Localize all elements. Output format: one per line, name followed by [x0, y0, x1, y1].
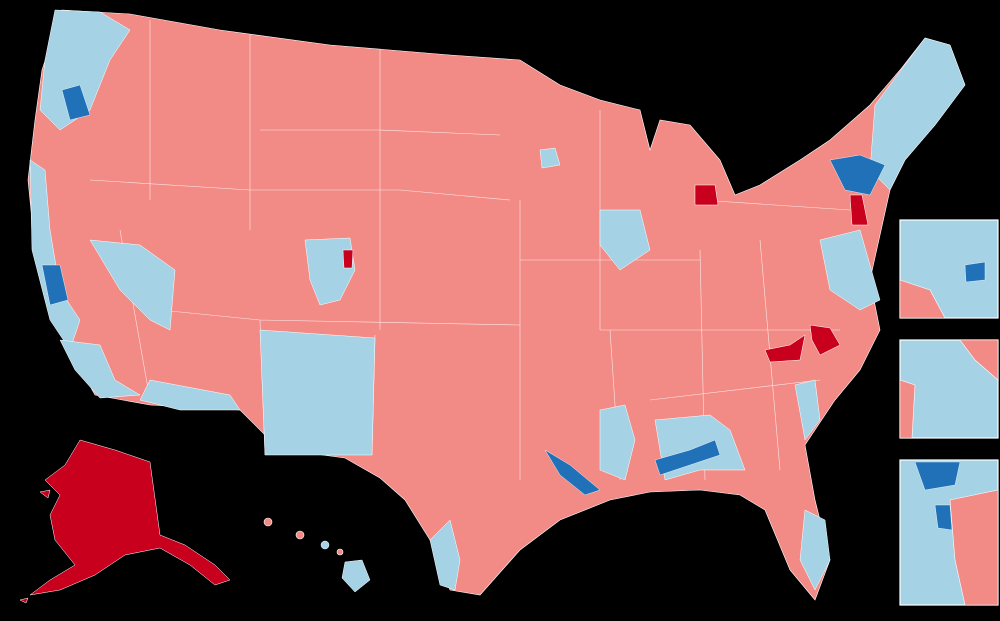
district	[899, 379, 916, 439]
island	[295, 530, 305, 540]
inset-northeast	[899, 219, 999, 319]
district	[849, 194, 869, 226]
district	[342, 249, 354, 269]
district	[794, 379, 821, 441]
island	[336, 548, 344, 556]
island	[320, 540, 330, 550]
inset-socal	[899, 459, 999, 606]
district	[934, 504, 953, 531]
inset-midatlantic	[899, 339, 999, 439]
district	[949, 489, 999, 606]
district	[539, 147, 561, 169]
district	[304, 237, 356, 306]
district	[829, 154, 886, 196]
island	[263, 517, 273, 527]
district	[599, 209, 651, 271]
district	[41, 264, 69, 306]
district	[964, 261, 986, 283]
district	[429, 519, 461, 591]
island	[341, 559, 371, 593]
district	[39, 9, 131, 131]
district	[694, 184, 719, 206]
alaska-islands	[19, 489, 51, 604]
district	[139, 379, 241, 411]
district	[809, 324, 841, 356]
district	[544, 449, 601, 496]
district	[959, 339, 999, 381]
hawaii	[263, 517, 371, 593]
district	[914, 461, 961, 491]
district	[89, 239, 176, 331]
district	[799, 509, 831, 591]
alaska	[29, 439, 231, 596]
district	[764, 334, 806, 363]
district	[599, 404, 636, 481]
district	[819, 229, 881, 311]
district	[59, 339, 141, 399]
district	[259, 329, 376, 456]
district	[29, 159, 81, 351]
district	[61, 84, 91, 121]
district	[654, 439, 721, 476]
district	[899, 279, 946, 319]
